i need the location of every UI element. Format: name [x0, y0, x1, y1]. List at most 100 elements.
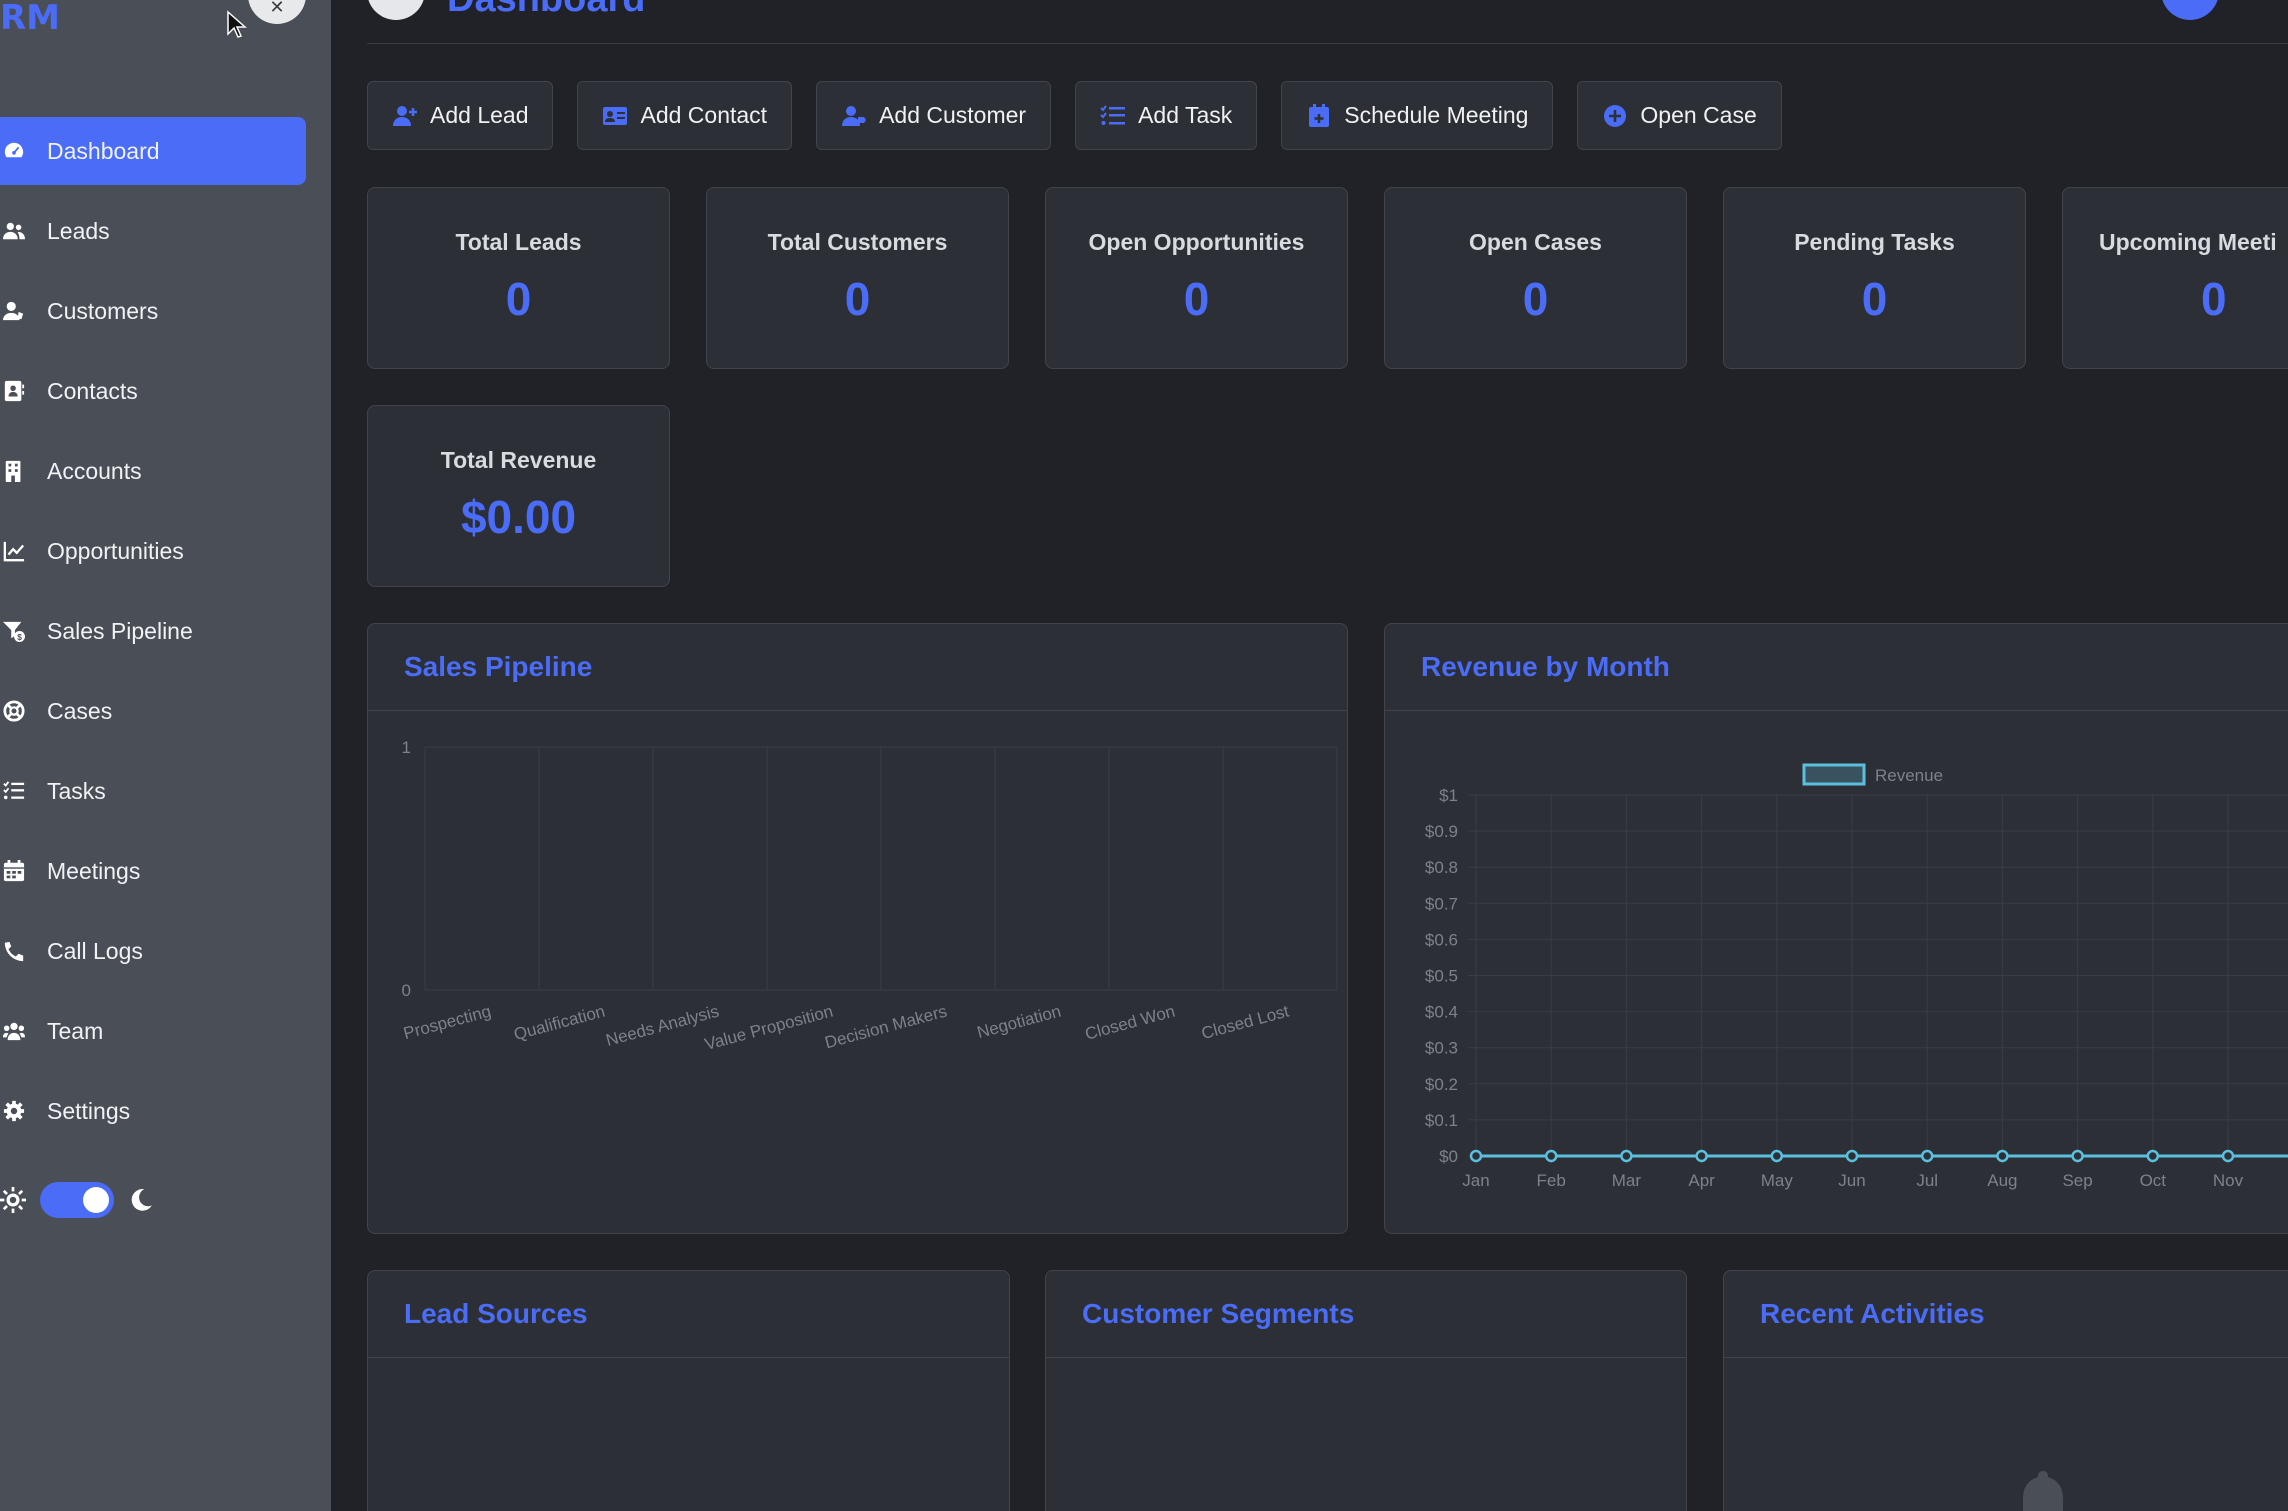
sidebar-item-dashboard[interactable]: Dashboard — [0, 117, 306, 185]
id-card-icon — [603, 106, 628, 125]
data-point — [1620, 1149, 1633, 1163]
sidebar-item-sales-pipeline[interactable]: $ Sales Pipeline — [0, 597, 306, 665]
sales-pipeline-panel: Sales Pipeline 0 1 Prospecting Qualificatio… — [367, 623, 1348, 1234]
y-tick-label: $0.9 — [1425, 822, 1458, 841]
pipeline-grid — [424, 746, 1338, 991]
panel-title: Sales Pipeline — [368, 624, 1347, 711]
stat-label: Open Opportunities — [1088, 229, 1305, 255]
sidebar-item-label: Contacts — [47, 377, 138, 404]
sidebar-item-label: Tasks — [47, 777, 106, 804]
bell-icon — [2023, 1471, 2063, 1511]
stat-card-upcoming-meetings: Upcoming Meeti 0 — [2062, 187, 2288, 369]
sidebar-item-label: Accounts — [47, 457, 142, 484]
revenue-by-month-chart[interactable]: $0 $0.1 $0.2 $0.3 $0.4 $0.5 $0.6 $0.7 $0.8 $0.9 $1… — [1385, 711, 2288, 1234]
sidebar-item-label: Opportunities — [47, 537, 184, 564]
sidebar-item-customers[interactable]: Customers — [0, 277, 306, 345]
data-point — [1770, 1149, 1784, 1163]
stat-card-open-opportunities: Open Opportunities 0 — [1045, 187, 1348, 369]
stat-value: $0.00 — [460, 491, 577, 543]
stat-label: Total Customers — [767, 229, 948, 255]
sidebar-item-settings[interactable]: Settings — [0, 1077, 306, 1145]
panel-title: Revenue by Month — [1385, 624, 2288, 711]
y-tick-label: $0.7 — [1425, 894, 1458, 913]
stat-value: 0 — [844, 273, 871, 325]
stat-label: Upcoming Meeti — [2099, 229, 2277, 255]
sun-icon — [0, 1187, 26, 1213]
data-point — [1845, 1149, 1859, 1163]
y-tick-label: $0.3 — [1425, 1039, 1458, 1058]
x-tick-label: Closed Won — [1083, 1002, 1177, 1044]
y-tick-label: 0 — [402, 981, 411, 1000]
panel-title: Recent Activities — [1724, 1271, 2288, 1358]
sidebar-item-label: Dashboard — [47, 137, 160, 164]
x-tick-label: Prospecting — [401, 1002, 493, 1044]
add-lead-label: Add Lead — [430, 102, 529, 128]
user-avatar[interactable] — [2161, 0, 2219, 20]
brand-logo[interactable]: RM — [0, 0, 61, 38]
sidebar-item-accounts[interactable]: Accounts — [0, 437, 306, 505]
users-icon — [3, 220, 25, 242]
x-tick-label: Jun — [1838, 1171, 1865, 1190]
sidebar-item-label: Sales Pipeline — [47, 617, 193, 644]
user-tag-icon — [842, 105, 867, 126]
svg-text:$: $ — [17, 633, 22, 642]
sidebar-nav: Dashboard Leads Customers Contacts Accou… — [0, 117, 306, 1157]
x-tick-label: Jan — [1462, 1171, 1489, 1190]
legend-swatch — [1802, 763, 1866, 786]
add-contact-label: Add Contact — [640, 102, 768, 128]
moon-icon — [131, 1189, 152, 1211]
data-point — [2071, 1149, 2084, 1163]
sidebar-item-tasks[interactable]: Tasks — [0, 757, 306, 825]
x-tick-label: Aug — [1987, 1171, 2017, 1190]
sidebar-collapse-button[interactable]: ✕ — [248, 0, 306, 24]
theme-switch — [0, 1180, 154, 1220]
close-icon: ✕ — [269, 0, 285, 17]
team-icon — [3, 1020, 25, 1042]
add-lead-button[interactable]: Add Lead — [367, 81, 554, 150]
add-task-label: Add Task — [1138, 102, 1233, 128]
sidebar-item-meetings[interactable]: Meetings — [0, 837, 306, 905]
plus-circle-icon — [1604, 104, 1627, 127]
schedule-meeting-button[interactable]: Schedule Meeting — [1281, 81, 1554, 150]
calendar-plus-icon — [1309, 103, 1330, 127]
sidebar-item-label: Settings — [47, 1097, 131, 1124]
sidebar-item-label: Cases — [47, 697, 113, 724]
sidebar-item-label: Leads — [47, 217, 110, 244]
x-tick-label: Mar — [1612, 1171, 1642, 1190]
revenue-grid — [1468, 794, 2288, 1164]
data-point — [2146, 1149, 2160, 1163]
open-case-button[interactable]: Open Case — [1577, 81, 1782, 150]
stat-label: Pending Tasks — [1794, 229, 1955, 255]
page-title: Dashboard — [447, 0, 645, 21]
stat-card-total-revenue: Total Revenue $0.00 — [367, 405, 670, 587]
chart-line-icon — [3, 540, 25, 562]
dark-mode-toggle[interactable] — [40, 1182, 114, 1218]
add-contact-button[interactable]: Add Contact — [577, 81, 793, 150]
user-tie-icon — [3, 300, 25, 322]
y-tick-label: $0.6 — [1425, 930, 1458, 949]
sidebar-item-call-logs[interactable]: Call Logs — [0, 917, 306, 985]
add-task-button[interactable]: Add Task — [1075, 81, 1258, 150]
stat-value: 0 — [505, 273, 532, 325]
x-tick-label: Jul — [1916, 1171, 1938, 1190]
add-customer-button[interactable]: Add Customer — [816, 81, 1052, 150]
building-icon — [3, 460, 25, 482]
lead-sources-panel: Lead Sources — [367, 1270, 1010, 1511]
menu-toggle-button[interactable] — [367, 0, 425, 20]
revenue-by-month-panel: Revenue by Month $0 $0.1 $0.2 $0.3 $0.4 $0.5 $… — [1384, 623, 2288, 1234]
stat-label: Total Leads — [455, 229, 582, 255]
sidebar-item-cases[interactable]: Cases — [0, 677, 306, 745]
x-tick-label: Sep — [2062, 1171, 2092, 1190]
x-tick-label: Closed Lost — [1199, 1001, 1291, 1043]
customer-segments-panel: Customer Segments — [1045, 1270, 1687, 1511]
gear-icon — [3, 1100, 25, 1122]
tasks-icon — [1100, 104, 1126, 125]
header-bar — [367, 0, 2288, 44]
sidebar-item-contacts[interactable]: Contacts — [0, 357, 306, 425]
sidebar-item-team[interactable]: Team — [0, 997, 306, 1065]
sidebar-item-leads[interactable]: Leads — [0, 197, 306, 265]
data-point — [1920, 1149, 1934, 1163]
sidebar-item-opportunities[interactable]: Opportunities — [0, 517, 306, 585]
x-tick-label: May — [1761, 1171, 1794, 1190]
